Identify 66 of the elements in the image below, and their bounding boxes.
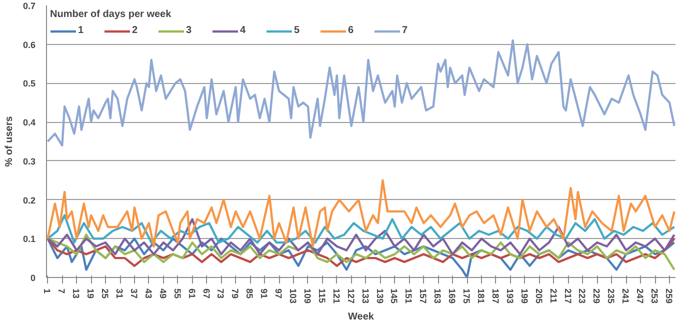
x-tick-label: 109 bbox=[302, 288, 312, 304]
x-tick-label: 247 bbox=[635, 288, 646, 304]
x-tick-label: 181 bbox=[476, 288, 486, 304]
line-series bbox=[46, 218, 676, 256]
legend-label: 7 bbox=[402, 25, 409, 36]
x-tick-label: 241 bbox=[620, 288, 631, 304]
legend-title: Number of days per week bbox=[50, 9, 172, 20]
x-tick-label: 121 bbox=[331, 288, 342, 304]
x-tick-label: 19 bbox=[86, 288, 96, 299]
x-tick-label: 61 bbox=[186, 288, 197, 299]
legend-label: 6 bbox=[348, 25, 355, 36]
x-tick-label: 43 bbox=[143, 288, 154, 299]
x-tick-label: 229 bbox=[592, 288, 602, 304]
x-tick-label: 73 bbox=[216, 288, 226, 299]
x-tick-label: 7 bbox=[56, 288, 67, 294]
x-tick-label: 223 bbox=[577, 288, 588, 304]
x-tick-label: 217 bbox=[562, 288, 573, 304]
x-tick-label: 211 bbox=[548, 288, 558, 304]
x-tick-label: 139 bbox=[374, 288, 385, 304]
y-tick-label: 0.2 bbox=[22, 195, 36, 206]
x-tick-label: 13 bbox=[71, 288, 82, 299]
x-tick-label: 31 bbox=[114, 288, 125, 299]
x-tick-label: 163 bbox=[432, 288, 443, 304]
x-tick-label: 79 bbox=[230, 288, 240, 299]
x-tick-label: 253 bbox=[650, 288, 660, 304]
x-tick-label: 49 bbox=[158, 288, 168, 299]
y-tick-label: 0.4 bbox=[22, 118, 36, 128]
x-tick-label: 133 bbox=[360, 288, 370, 304]
x-tick-label: 37 bbox=[128, 288, 139, 299]
x-tick-label: 169 bbox=[447, 288, 458, 304]
line-series bbox=[46, 179, 676, 248]
line-series bbox=[46, 214, 676, 244]
y-tick-label: 0.6 bbox=[22, 40, 36, 50]
y-tick-label: 0.5 bbox=[22, 78, 36, 89]
x-tick-label: 259 bbox=[664, 288, 674, 304]
x-tick-label: 1 bbox=[42, 288, 52, 294]
line-series bbox=[46, 39, 676, 146]
x-tick-label: 151 bbox=[404, 288, 414, 304]
legend-label: 1 bbox=[78, 25, 85, 36]
x-tick-label: 193 bbox=[504, 288, 515, 304]
y-tick-label: 0.1 bbox=[22, 234, 36, 244]
x-tick-label: 175 bbox=[462, 288, 472, 304]
x-tick-label: 199 bbox=[519, 288, 530, 304]
x-tick-label: 25 bbox=[100, 288, 110, 299]
x-tick-label: 127 bbox=[346, 288, 356, 304]
legend-label: 3 bbox=[186, 25, 193, 36]
x-tick-label: 55 bbox=[172, 288, 182, 299]
legend-label: 4 bbox=[240, 25, 247, 36]
x-tick-label: 235 bbox=[606, 288, 616, 304]
legend-label: 5 bbox=[294, 25, 301, 36]
legend-label: 2 bbox=[132, 25, 139, 36]
x-tick-label: 205 bbox=[534, 288, 544, 304]
x-tick-label: 187 bbox=[490, 288, 500, 304]
x-tick-label: 115 bbox=[316, 288, 327, 304]
x-axis-title: Week bbox=[348, 312, 374, 323]
y-tick-label: 0 bbox=[30, 273, 36, 283]
y-tick-label: 0.3 bbox=[22, 156, 36, 166]
y-axis-title: % of users bbox=[4, 116, 15, 167]
x-tick-label: 103 bbox=[288, 288, 298, 304]
y-tick-label: 0.7 bbox=[22, 1, 36, 11]
x-tick-label: 97 bbox=[274, 288, 284, 299]
x-tick-label: 145 bbox=[389, 288, 400, 304]
x-tick-label: 85 bbox=[244, 288, 255, 299]
x-tick-label: 67 bbox=[201, 288, 212, 299]
x-tick-label: 91 bbox=[259, 288, 270, 299]
x-tick-label: 157 bbox=[418, 288, 428, 304]
